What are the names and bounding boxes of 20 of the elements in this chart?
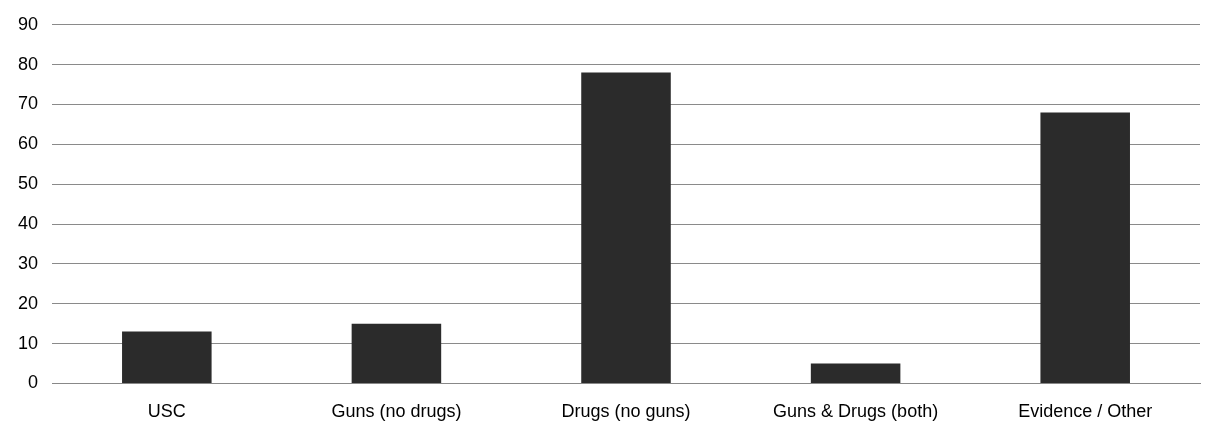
- x-tick-label: Drugs (no guns): [561, 401, 691, 422]
- bar: [351, 323, 442, 383]
- x-tick-label: Guns & Drugs (both): [773, 401, 939, 422]
- x-tick-label: Guns (no drugs): [331, 401, 462, 422]
- y-tick-label: 10: [17, 332, 39, 353]
- y-tick-label: 50: [17, 173, 39, 194]
- bar: [581, 72, 671, 383]
- bar: [122, 331, 212, 383]
- y-tick-label: 40: [17, 212, 39, 233]
- y-tick-label: 60: [17, 133, 39, 154]
- y-tick-label: 90: [17, 13, 39, 34]
- y-tick-label: 0: [28, 372, 39, 393]
- x-tick-label: USC: [147, 401, 186, 422]
- x-tick-label: Evidence / Other: [1018, 401, 1153, 422]
- y-tick-label: 20: [17, 292, 39, 313]
- y-tick-label: 70: [17, 93, 39, 114]
- y-tick-label: 80: [17, 53, 39, 74]
- bar: [1040, 112, 1130, 383]
- y-tick-label: 30: [17, 252, 39, 273]
- bar: [810, 363, 901, 383]
